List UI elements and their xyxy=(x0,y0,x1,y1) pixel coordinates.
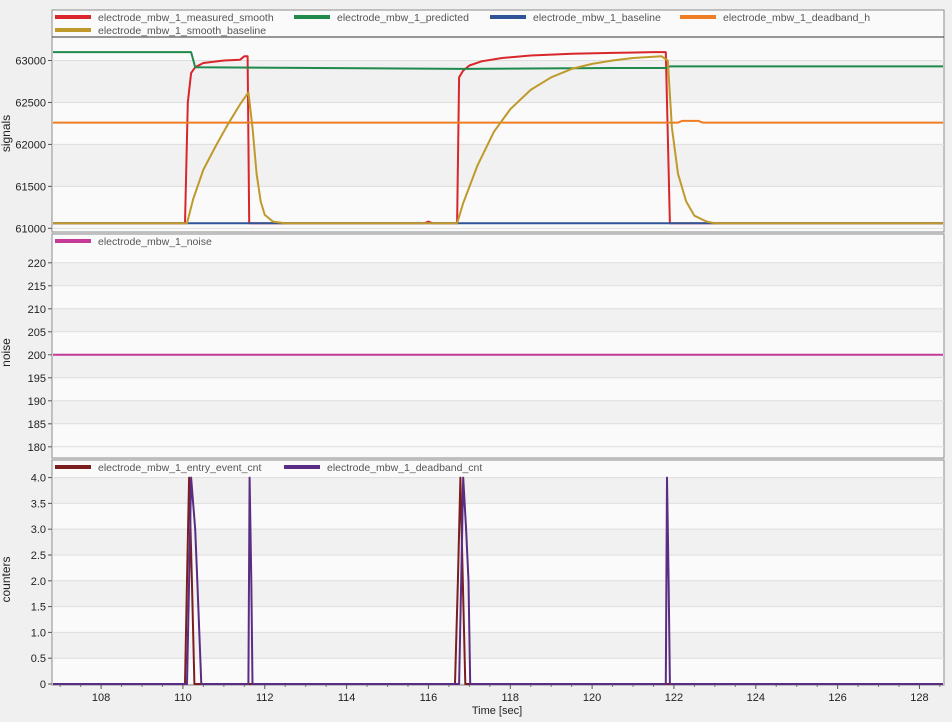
x-tick-label: 126 xyxy=(828,692,846,704)
grid-band xyxy=(53,632,943,659)
y-tick-label: 61000 xyxy=(15,223,46,235)
grid-band xyxy=(53,308,943,332)
legend-label: electrode_mbw_1_baseline xyxy=(533,12,661,24)
x-tick-label: 128 xyxy=(910,692,928,704)
y-tick-label: 3.0 xyxy=(31,524,46,536)
y-axis-label: noise xyxy=(0,338,13,367)
panel-signals: 61000 61500 62000 62500 63000 signals electrod… xyxy=(0,9,945,235)
grid-band xyxy=(53,144,943,187)
grid-band xyxy=(53,262,943,286)
panel-noise: 180 185 190 195 200 205 210 215 220 noise electrod… xyxy=(0,233,945,459)
panel-counters: 0 0.5 1.0 1.5 2.0 2.5 3.0 3.5 4.0 counters electro… xyxy=(0,459,945,691)
grid-band xyxy=(53,477,943,504)
y-tick-label: 210 xyxy=(28,304,46,316)
legend-entry[interactable]: electrode_mbw_1_noise xyxy=(55,236,212,248)
x-axis: 108 110 112 114 116 118 120 122 124 126 128 xyxy=(59,685,941,704)
legend-entry[interactable]: electrode_mbw_1_smooth_baseline xyxy=(55,25,266,37)
y-tick-label: 220 xyxy=(28,258,46,270)
x-tick-label: 108 xyxy=(92,692,110,704)
y-tick-label: 180 xyxy=(28,442,46,454)
y-tick-label: 3.5 xyxy=(31,498,46,510)
y-tick-label: 2.5 xyxy=(31,550,46,562)
x-axis-label: Time [sec] xyxy=(472,705,522,717)
y-tick-label: 1.5 xyxy=(31,602,46,614)
legend-entry[interactable]: electrode_mbw_1_baseline xyxy=(490,12,661,24)
grid-band xyxy=(53,580,943,607)
y-tick-label: 62000 xyxy=(15,139,46,151)
y-tick-label: 195 xyxy=(28,373,46,385)
legend-label: electrode_mbw_1_deadband_h xyxy=(723,12,870,24)
grid-band xyxy=(53,400,943,424)
series-line-smooth-baseline xyxy=(53,55,943,225)
grid-band xyxy=(53,529,943,555)
panel-frame xyxy=(51,9,945,233)
y-tick-label: 205 xyxy=(28,327,46,339)
x-tick-label: 112 xyxy=(256,692,274,704)
legend-label: electrode_mbw_1_predicted xyxy=(337,12,469,24)
y-tick-label: 4.0 xyxy=(31,473,46,485)
legend-entry[interactable]: electrode_mbw_1_measured_smooth xyxy=(55,12,274,24)
y-tick-label: 63000 xyxy=(15,55,46,67)
x-tick-label: 114 xyxy=(338,692,356,704)
x-tick-label: 118 xyxy=(502,692,520,704)
x-tick-label: 124 xyxy=(747,692,765,704)
y-tick-label: 2.0 xyxy=(31,576,46,588)
legend-entry[interactable]: electrode_mbw_1_predicted xyxy=(294,12,469,24)
x-tick-label: 122 xyxy=(665,692,683,704)
y-axis-label: counters xyxy=(0,556,13,602)
grid-band xyxy=(53,354,943,378)
y-tick-label: 1.0 xyxy=(31,627,46,639)
legend-label: electrode_mbw_1_noise xyxy=(98,236,212,248)
x-tick-label: 120 xyxy=(583,692,601,704)
y-tick-label: 61500 xyxy=(15,181,46,193)
y-tick-label: 215 xyxy=(28,281,46,293)
x-tick-label: 110 xyxy=(174,692,192,704)
legend-label: electrode_mbw_1_deadband_cnt xyxy=(327,462,482,474)
legend-label: electrode_mbw_1_smooth_baseline xyxy=(98,25,266,37)
y-tick-label: 62500 xyxy=(15,97,46,109)
legend-entry[interactable]: electrode_mbw_1_deadband_h xyxy=(680,12,870,24)
y-tick-label: 200 xyxy=(28,350,46,362)
y-tick-label: 190 xyxy=(28,396,46,408)
legend-label: electrode_mbw_1_measured_smooth xyxy=(98,12,274,24)
legend-entry[interactable]: electrode_mbw_1_deadband_cnt xyxy=(284,462,482,474)
legend-entry[interactable]: electrode_mbw_1_entry_event_cnt xyxy=(55,462,262,474)
series-line-predicted xyxy=(53,51,943,70)
y-axis-label: signals xyxy=(0,115,13,152)
y-tick-label: 0 xyxy=(40,679,46,691)
x-tick-label: 116 xyxy=(420,692,438,704)
series-line-deadband-cnt xyxy=(53,476,943,685)
legend-label: electrode_mbw_1_entry_event_cnt xyxy=(98,462,262,474)
series-line-deadband-h xyxy=(53,119,943,124)
y-tick-label: 0.5 xyxy=(31,653,46,665)
y-tick-label: 185 xyxy=(28,419,46,431)
